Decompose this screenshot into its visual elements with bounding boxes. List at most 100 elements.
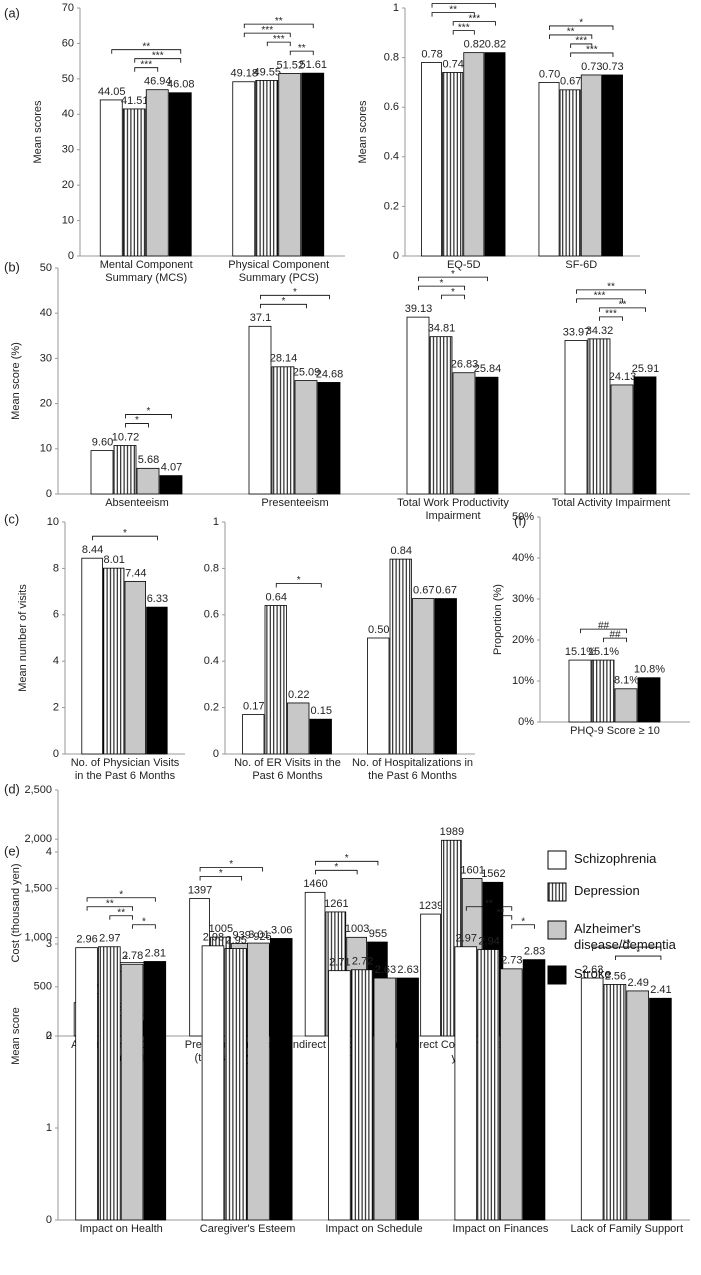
significance-label: ** xyxy=(619,300,627,311)
significance-bracket xyxy=(615,955,662,961)
x-tick-label: PHQ-9 Score ≥ 10 xyxy=(570,725,660,737)
y-tick-label: 4 xyxy=(46,846,52,858)
y-axis-label: Mean score xyxy=(10,1007,22,1064)
y-tick-label: 20% xyxy=(512,634,534,646)
y-tick-label: 1,500 xyxy=(24,882,52,894)
y-axis-label: Cost (thousand yen) xyxy=(10,863,22,962)
significance-bracket xyxy=(488,915,513,920)
value-label: 8.01 xyxy=(103,554,124,566)
bar xyxy=(294,380,318,495)
significance-label: *** xyxy=(140,59,152,70)
significance-bracket xyxy=(243,23,314,29)
bar xyxy=(136,467,160,495)
significance-bracket xyxy=(92,535,158,541)
value-label: 51.52 xyxy=(276,59,304,71)
x-tick-label: Impact on Finances xyxy=(452,1223,549,1235)
x-tick-label-box: Impact on Schedule xyxy=(325,1223,422,1235)
value-label: 2.56 xyxy=(605,970,626,982)
x-tick-label: No. of Physician Visits in the Past 6 Mo… xyxy=(70,757,180,782)
value-label: 33.97 xyxy=(563,326,591,338)
value-label: 1562 xyxy=(481,868,505,880)
bar xyxy=(389,558,412,755)
significance-bracket xyxy=(549,34,593,39)
bar xyxy=(159,475,183,495)
value-label: 8.44 xyxy=(82,544,103,556)
bar xyxy=(120,963,144,1221)
x-tick-label-box: Lack of Family Support xyxy=(570,1223,684,1235)
value-label: 2.95 xyxy=(226,935,247,947)
significance-label: ** xyxy=(460,0,468,6)
value-label: 2.97 xyxy=(99,933,120,945)
bar xyxy=(317,382,341,495)
bar xyxy=(278,73,302,257)
y-tick-label: 2 xyxy=(46,1030,52,1042)
y-tick-label: 8 xyxy=(53,562,59,574)
value-label: 6.33 xyxy=(147,593,168,605)
significance-bracket xyxy=(580,628,627,634)
significance-bracket xyxy=(603,637,627,643)
value-label: 2.63 xyxy=(375,964,396,976)
significance-label: * xyxy=(451,287,455,298)
significance-bracket xyxy=(570,43,593,48)
bar xyxy=(247,942,270,1221)
significance-bracket xyxy=(243,32,291,38)
x-tick-label: Total Activity Impairment xyxy=(551,497,671,509)
x-tick-label-box: SF-6D xyxy=(565,259,597,271)
bar xyxy=(568,659,592,723)
significance-bracket xyxy=(260,303,307,309)
y-tick-label: 50% xyxy=(512,511,534,523)
y-tick-label: 50 xyxy=(40,262,52,274)
bar xyxy=(98,946,121,1221)
bar xyxy=(328,970,351,1221)
value-label: 2.49 xyxy=(627,977,648,989)
bar xyxy=(99,99,123,257)
y-tick-label: 40 xyxy=(62,108,74,120)
y-tick-label: 1,000 xyxy=(24,932,52,944)
significance-label: ** xyxy=(607,282,615,293)
value-label: 44.05 xyxy=(98,86,126,98)
legend-label: Stroke xyxy=(574,966,612,981)
bar xyxy=(452,372,476,495)
value-label: 49.55 xyxy=(253,66,281,78)
significance-bracket xyxy=(465,906,513,911)
legend-swatch xyxy=(547,850,567,870)
panel-label: (f) xyxy=(514,513,526,528)
bar xyxy=(610,384,634,495)
bar xyxy=(122,108,146,257)
x-tick-label: Physical Component Summary (PCS) xyxy=(228,259,330,284)
bar xyxy=(271,366,295,495)
x-tick-label: Presenteeism xyxy=(261,497,329,509)
significance-label: * xyxy=(229,859,233,870)
y-tick-label: 3 xyxy=(46,938,52,950)
value-label: 10.72 xyxy=(112,431,140,443)
x-tick-label: Lack of Family Support xyxy=(570,1223,684,1235)
x-tick-label-box: No. of Hospitalizations in the Past 6 Mo… xyxy=(352,757,473,782)
value-label: 0.15 xyxy=(311,705,332,717)
significance-label: * xyxy=(124,954,128,965)
y-tick-label: 2,000 xyxy=(24,833,52,845)
y-tick-label: 0% xyxy=(518,716,534,728)
significance-bracket xyxy=(266,41,291,47)
y-tick-label: 2,500 xyxy=(24,784,52,796)
significance-bracket xyxy=(86,906,133,911)
bar xyxy=(143,961,167,1221)
significance-bracket xyxy=(576,298,623,303)
x-tick-label: Impact on Health xyxy=(79,1223,163,1235)
x-tick-label-box: Caregiver's Esteem xyxy=(199,1223,296,1235)
bar xyxy=(637,677,661,723)
value-label: 24.68 xyxy=(316,368,344,380)
significance-bracket xyxy=(125,414,172,419)
significance-label: * xyxy=(147,406,151,417)
y-tick-label: 0 xyxy=(393,250,399,262)
x-tick-label: Caregiver's Esteem xyxy=(199,1223,296,1235)
significance-label: *** xyxy=(273,34,285,45)
y-tick-label: 0.6 xyxy=(204,609,219,621)
significance-label: * xyxy=(123,528,127,539)
bar xyxy=(373,977,397,1221)
value-label: 0.17 xyxy=(243,700,264,712)
y-tick-label: 40 xyxy=(40,307,52,319)
y-tick-label: 10% xyxy=(512,675,534,687)
significance-label: ** xyxy=(497,907,505,918)
significance-label: *** xyxy=(458,22,470,33)
y-tick-label: 0.4 xyxy=(204,655,219,667)
